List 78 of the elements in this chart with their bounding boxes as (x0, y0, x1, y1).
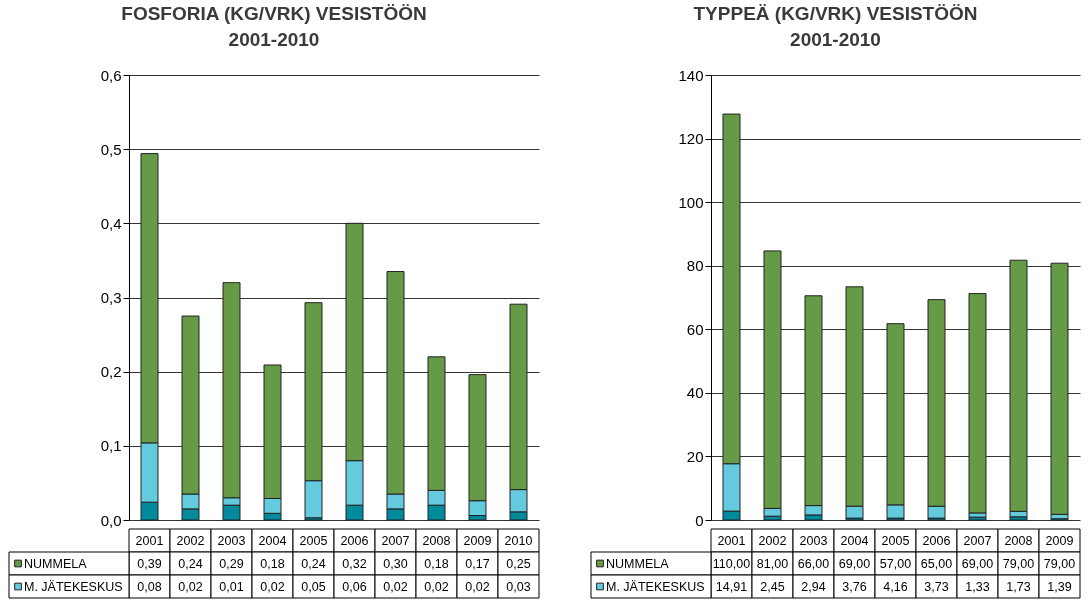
y-tick-label: 0,2 (100, 363, 122, 381)
data-label: 0,02 (260, 579, 285, 594)
y-tick-label: 0,0 (100, 511, 122, 529)
data-label: 69,00 (961, 556, 994, 571)
data-label: 0,06 (342, 579, 367, 594)
x-tick-label: 2005 (881, 533, 910, 548)
data-label: 79,00 (1043, 556, 1076, 571)
data-label: 0,39 (137, 556, 162, 571)
data-label: 0,24 (301, 556, 326, 571)
x-tick-label: 2001 (717, 533, 746, 548)
data-label: 0,02 (383, 579, 408, 594)
data-label: 0,18 (260, 556, 285, 571)
data-label: 1,39 (1047, 579, 1072, 594)
legend-label: M. JÄTEKESKUS (24, 579, 123, 594)
x-tick-label: 2004 (258, 533, 287, 548)
y-tick-label: 0,4 (100, 214, 122, 232)
y-tick-label: 20 (686, 447, 704, 465)
x-tick-label: 2003 (799, 533, 828, 548)
x-tick-label: 2002 (176, 533, 205, 548)
legend-label: NUMMELA (24, 556, 88, 571)
y-tick-label: 140 (678, 66, 704, 84)
x-tick-label: 2007 (963, 533, 992, 548)
x-tick-label: 2005 (299, 533, 328, 548)
data-label: 0,32 (342, 556, 367, 571)
data-label: 79,00 (1002, 556, 1035, 571)
data-label: 0,05 (301, 579, 326, 594)
chart-title: TYPPEÄ (KG/VRK) VESISTÖÖN 2001-2010 (693, 3, 978, 50)
data-label: 0,03 (506, 579, 531, 594)
x-tick-label: 2001 (135, 533, 164, 548)
x-tick-label: 2008 (1004, 533, 1033, 548)
x-tick-label: 2008 (422, 533, 451, 548)
data-label: 3,76 (842, 579, 867, 594)
data-label: 1,73 (1006, 579, 1031, 594)
data-label: 66,00 (797, 556, 830, 571)
data-label: 14,91 (715, 579, 748, 594)
data-label: 0,24 (178, 556, 203, 571)
data-label: 2,94 (801, 579, 826, 594)
y-tick-label: 0,5 (100, 140, 122, 158)
data-label: 0,17 (465, 556, 490, 571)
legend-label: M. JÄTEKESKUS (606, 579, 705, 594)
x-tick-label: 2007 (381, 533, 410, 548)
y-tick-label: 0,6 (100, 66, 122, 84)
x-tick-label: 2003 (217, 533, 246, 548)
y-tick-label: 40 (686, 384, 704, 402)
data-label: 0,29 (219, 556, 244, 571)
data-label: 0,01 (219, 579, 244, 594)
y-tick-label: 0 (695, 511, 704, 529)
data-label: 2,45 (760, 579, 785, 594)
y-tick-label: 0,3 (100, 289, 122, 306)
data-label: 110,00 (712, 556, 751, 571)
legend-label: NUMMELA (606, 556, 670, 571)
y-tick-label: 100 (678, 193, 704, 211)
data-label: 0,08 (137, 579, 162, 594)
data-label: 65,00 (920, 556, 953, 571)
data-label: 81,00 (756, 556, 789, 571)
x-tick-label: 2004 (840, 533, 869, 548)
chart-title: FOSFORIA (KG/VRK) VESISTÖÖN 2001-2010 (121, 3, 427, 50)
x-tick-label: 2009 (1045, 533, 1074, 548)
x-tick-label: 2009 (463, 533, 492, 548)
data-label: 57,00 (879, 556, 912, 571)
data-label: 0,30 (383, 556, 408, 571)
data-label: 0,18 (424, 556, 449, 571)
y-tick-label: 80 (686, 257, 704, 275)
data-label: 4,16 (883, 579, 908, 594)
data-label: 1,33 (965, 579, 990, 594)
y-tick-label: 0,1 (100, 437, 122, 455)
x-tick-label: 2006 (340, 533, 369, 548)
x-tick-label: 2006 (922, 533, 951, 548)
data-label: 3,73 (924, 579, 949, 594)
data-label: 0,02 (178, 579, 203, 594)
y-tick-label: 120 (678, 130, 704, 148)
data-label: 0,02 (465, 579, 490, 594)
x-tick-label: 2010 (504, 533, 533, 548)
y-tick-label: 60 (686, 320, 704, 338)
data-label: 0,25 (506, 556, 531, 571)
data-label: 69,00 (838, 556, 871, 571)
data-label: 0,02 (424, 579, 449, 594)
x-tick-label: 2002 (758, 533, 787, 548)
